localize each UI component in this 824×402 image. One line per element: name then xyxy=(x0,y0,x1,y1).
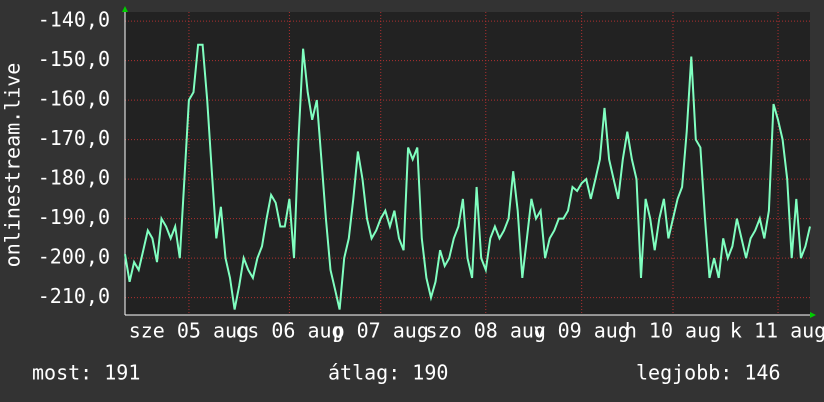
x-tick-label: p 07 aug xyxy=(333,319,429,343)
series-line xyxy=(124,43,811,310)
y-tick-label: -170,0 xyxy=(38,126,110,150)
y-tick-label: -200,0 xyxy=(38,245,110,269)
x-tick-label: h 10 aug xyxy=(625,319,721,343)
y-tick-label: -140,0 xyxy=(38,8,110,32)
y-tick-label: -190,0 xyxy=(38,205,110,229)
stat: most: 191 xyxy=(32,361,140,385)
y-axis-label: onlinestream.live xyxy=(1,63,25,268)
x-tick-label: k 11 aug xyxy=(730,319,824,343)
y-tick-label: -150,0 xyxy=(38,47,110,71)
y-tick-label: -180,0 xyxy=(38,166,110,190)
y-tick-label: -160,0 xyxy=(38,87,110,111)
x-tick-label: sze 05 aug xyxy=(129,319,249,343)
x-tick-label: v 09 aug xyxy=(534,319,630,343)
x-tick-label: szo 08 aug xyxy=(426,319,546,343)
axis-arrow xyxy=(122,6,128,12)
axis-arrow xyxy=(810,312,816,318)
x-tick-label: cs 06 aug xyxy=(235,319,343,343)
y-tick-label: -210,0 xyxy=(38,284,110,308)
plot-area xyxy=(125,12,810,315)
stat: legjobb: 146 xyxy=(636,361,781,385)
stat: átlag: 190 xyxy=(328,361,448,385)
